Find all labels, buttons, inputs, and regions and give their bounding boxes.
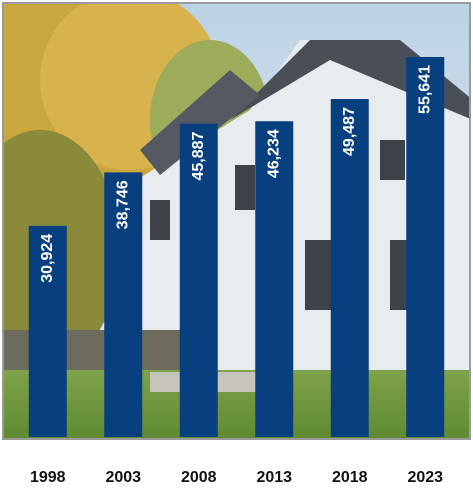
frame (2, 2, 471, 440)
x-tick-label: 2023 (407, 469, 443, 486)
bar (179, 123, 218, 438)
x-tick-label: 2003 (105, 469, 141, 486)
value-label: 45,887 (190, 132, 207, 181)
background-photo (4, 4, 469, 438)
bar (406, 57, 445, 437)
x-tick-label: 2013 (256, 469, 292, 486)
value-label: 49,487 (341, 107, 358, 156)
x-tick-label: 2018 (332, 469, 368, 486)
bar (104, 172, 143, 437)
bar (28, 225, 67, 437)
x-tick-label: 2008 (181, 469, 217, 486)
value-label: 55,641 (416, 65, 433, 114)
bar (255, 121, 294, 438)
bar (330, 99, 369, 437)
value-label: 38,746 (114, 180, 131, 229)
value-label: 46,234 (265, 129, 282, 178)
x-tick-label: 1998 (30, 469, 66, 486)
value-label: 30,924 (39, 234, 56, 283)
